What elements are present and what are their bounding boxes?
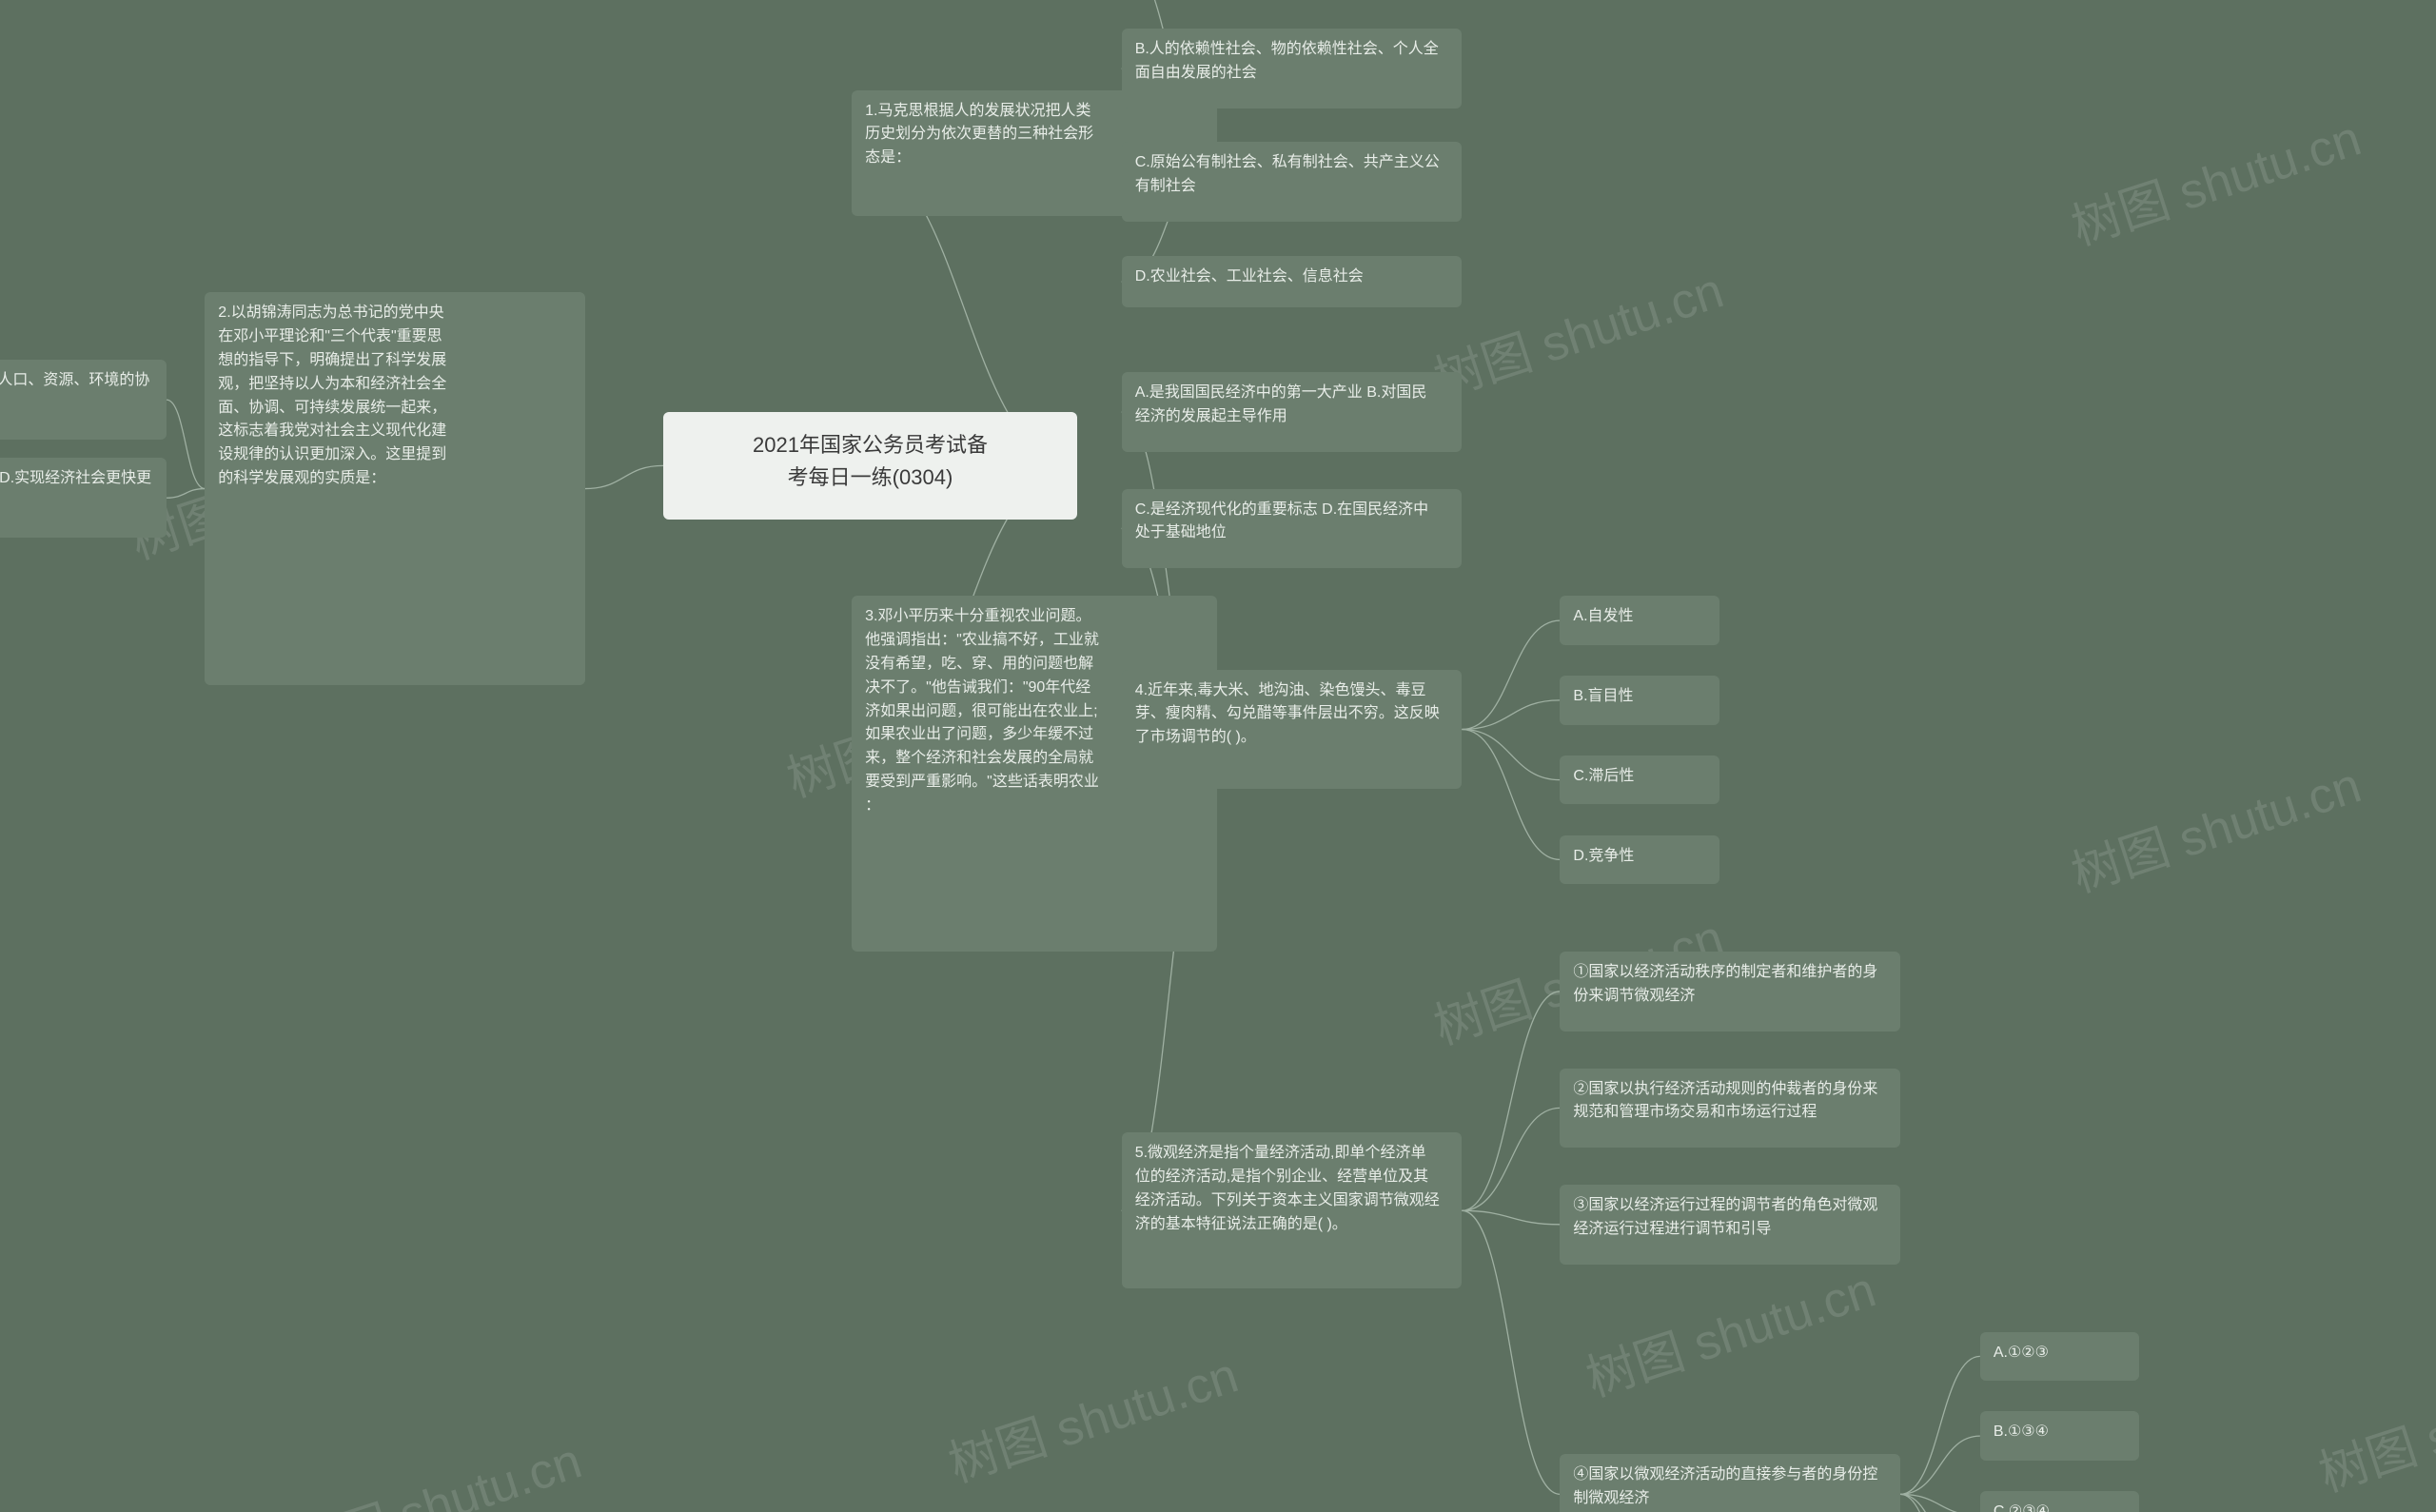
node-text-line: 他强调指出："农业搞不好，工业就	[865, 629, 1203, 653]
node-text-line: 有制社会	[1135, 175, 1449, 199]
mindmap-node-q5_4: ④国家以微观经济活动的直接参与者的身份控制微观经济	[1560, 1454, 1900, 1512]
node-text-line: A.自发性	[1573, 605, 1706, 629]
node-text-line: A.①②③	[1994, 1342, 2127, 1365]
node-text-line: 想的指导下，明确提出了科学发展	[218, 349, 572, 373]
mindmap-node-q5_2: ②国家以执行经济活动规则的仲裁者的身份来规范和管理市场交易和市场运行过程	[1560, 1069, 1900, 1149]
mindmap-node-q1b: B.人的依赖性社会、物的依赖性社会、个人全面自由发展的社会	[1122, 29, 1463, 108]
node-text-line: 这标志着我党对社会主义现代化建	[218, 420, 572, 443]
node-text-line: C.全面的可持续发展 D.实现经济社会更快更	[0, 467, 153, 491]
node-text-line: C.原始公有制社会、私有制社会、共产主义公	[1135, 151, 1449, 175]
node-text-line: 2.以胡锦涛同志为总书记的党中央	[218, 302, 572, 325]
node-text-line: ①国家以经济活动秩序的制定者和维护者的身	[1573, 961, 1887, 985]
mindmap-node-q4b: B.盲目性	[1560, 676, 1719, 725]
node-text-line: 份来调节微观经济	[1573, 985, 1887, 1009]
mindmap-node-q5_3: ③国家以经济运行过程的调节者的角色对微观经济运行过程进行调节和引导	[1560, 1185, 1900, 1265]
mindmap-node-q2a: A.发展才是硬道理 B.人口、资源、环境的协调发展	[0, 360, 167, 440]
mindmap-node-q5_1: ①国家以经济活动秩序的制定者和维护者的身份来调节微观经济	[1560, 952, 1900, 1031]
mindmap-node-q4d: D.竞争性	[1560, 835, 1719, 885]
mindmap-root: 2021年国家公务员考试备考每日一练(0304)	[663, 412, 1077, 520]
node-text-line: C.②③④	[1994, 1501, 2127, 1512]
mindmap-node-q4: 4.近年来,毒大米、地沟油、染色馒头、毒豆芽、瘦肉精、勾兑醋等事件层出不穷。这反…	[1122, 670, 1463, 790]
node-text-line: 面自由发展的社会	[1135, 62, 1449, 86]
node-text-line: ②国家以执行经济活动规则的仲裁者的身份来	[1573, 1078, 1887, 1102]
node-text-line: 好地发展	[0, 491, 153, 515]
node-text-line: 制微观经济	[1573, 1487, 1887, 1511]
node-text-line: 的科学发展观的实质是：	[218, 467, 572, 491]
node-text-line: 经济的发展起主导作用	[1135, 405, 1449, 429]
mindmap-node-q5_4a: A.①②③	[1980, 1332, 2140, 1382]
mindmap-node-q3c: C.是经济现代化的重要标志 D.在国民经济中处于基础地位	[1122, 489, 1463, 569]
node-text-line: B.人的依赖性社会、物的依赖性社会、个人全	[1135, 38, 1449, 62]
node-text-line: C.是经济现代化的重要标志 D.在国民经济中	[1135, 499, 1449, 522]
node-text-line: A.发展才是硬道理 B.人口、资源、环境的协	[0, 369, 153, 393]
node-text-line: 设规律的认识更加深入。这里提到	[218, 443, 572, 467]
node-text-line: 济的基本特征说法正确的是( )。	[1135, 1213, 1449, 1237]
node-text-line: ④国家以微观经济活动的直接参与者的身份控	[1573, 1463, 1887, 1487]
mindmap-node-q4a: A.自发性	[1560, 596, 1719, 645]
node-text-line: 5.微观经济是指个量经济活动,即单个经济单	[1135, 1142, 1449, 1166]
mindmap-node-q1c: C.原始公有制社会、私有制社会、共产主义公有制社会	[1122, 142, 1463, 222]
node-text-line: D.竞争性	[1573, 845, 1706, 869]
node-text-line: ③国家以经济运行过程的调节者的角色对微观	[1573, 1194, 1887, 1218]
node-text-line: 考每日一练(0304)	[684, 461, 1056, 494]
node-text-line: 经济运行过程进行调节和引导	[1573, 1218, 1887, 1242]
mindmap-node-q5_4c: C.②③④	[1980, 1491, 2140, 1512]
mindmap-node-q5_4b: B.①③④	[1980, 1411, 2140, 1461]
node-text-line: 芽、瘦肉精、勾兑醋等事件层出不穷。这反映	[1135, 702, 1449, 726]
node-text-line: B.盲目性	[1573, 685, 1706, 709]
node-text-line: ：	[865, 795, 1203, 818]
node-text-line: 在邓小平理论和"三个代表"重要思	[218, 325, 572, 349]
node-text-line: 了市场调节的( )。	[1135, 726, 1449, 750]
node-text-line: B.①③④	[1994, 1421, 2127, 1444]
node-text-line: 4.近年来,毒大米、地沟油、染色馒头、毒豆	[1135, 679, 1449, 703]
node-text-line: A.是我国国民经济中的第一大产业 B.对国民	[1135, 382, 1449, 405]
node-text-line: 处于基础地位	[1135, 521, 1449, 545]
node-text-line: 2021年国家公务员考试备	[684, 429, 1056, 461]
mindmap-node-q1d: D.农业社会、工业社会、信息社会	[1122, 256, 1463, 308]
mindmap-node-q2c: C.全面的可持续发展 D.实现经济社会更快更好地发展	[0, 458, 167, 538]
node-text-line: 调发展	[0, 393, 153, 417]
mindmap-node-q2: 2.以胡锦涛同志为总书记的党中央在邓小平理论和"三个代表"重要思想的指导下，明确…	[205, 292, 585, 684]
node-text-line: 规范和管理市场交易和市场运行过程	[1573, 1101, 1887, 1125]
node-text-line: 经济活动。下列关于资本主义国家调节微观经	[1135, 1189, 1449, 1213]
node-text-line: 观，把坚持以人为本和经济社会全	[218, 373, 572, 397]
mindmap-node-q3a: A.是我国国民经济中的第一大产业 B.对国民经济的发展起主导作用	[1122, 372, 1463, 452]
node-text-line: D.农业社会、工业社会、信息社会	[1135, 265, 1449, 289]
mindmap-node-q4c: C.滞后性	[1560, 756, 1719, 805]
node-text-line: 面、协调、可持续发展统一起来，	[218, 397, 572, 421]
node-text-line: 3.邓小平历来十分重视农业问题。	[865, 605, 1203, 629]
node-text-line: C.滞后性	[1573, 765, 1706, 789]
node-text-line: 位的经济活动,是指个别企业、经营单位及其	[1135, 1166, 1449, 1189]
mindmap-node-q5: 5.微观经济是指个量经济活动,即单个经济单位的经济活动,是指个别企业、经营单位及…	[1122, 1132, 1463, 1288]
